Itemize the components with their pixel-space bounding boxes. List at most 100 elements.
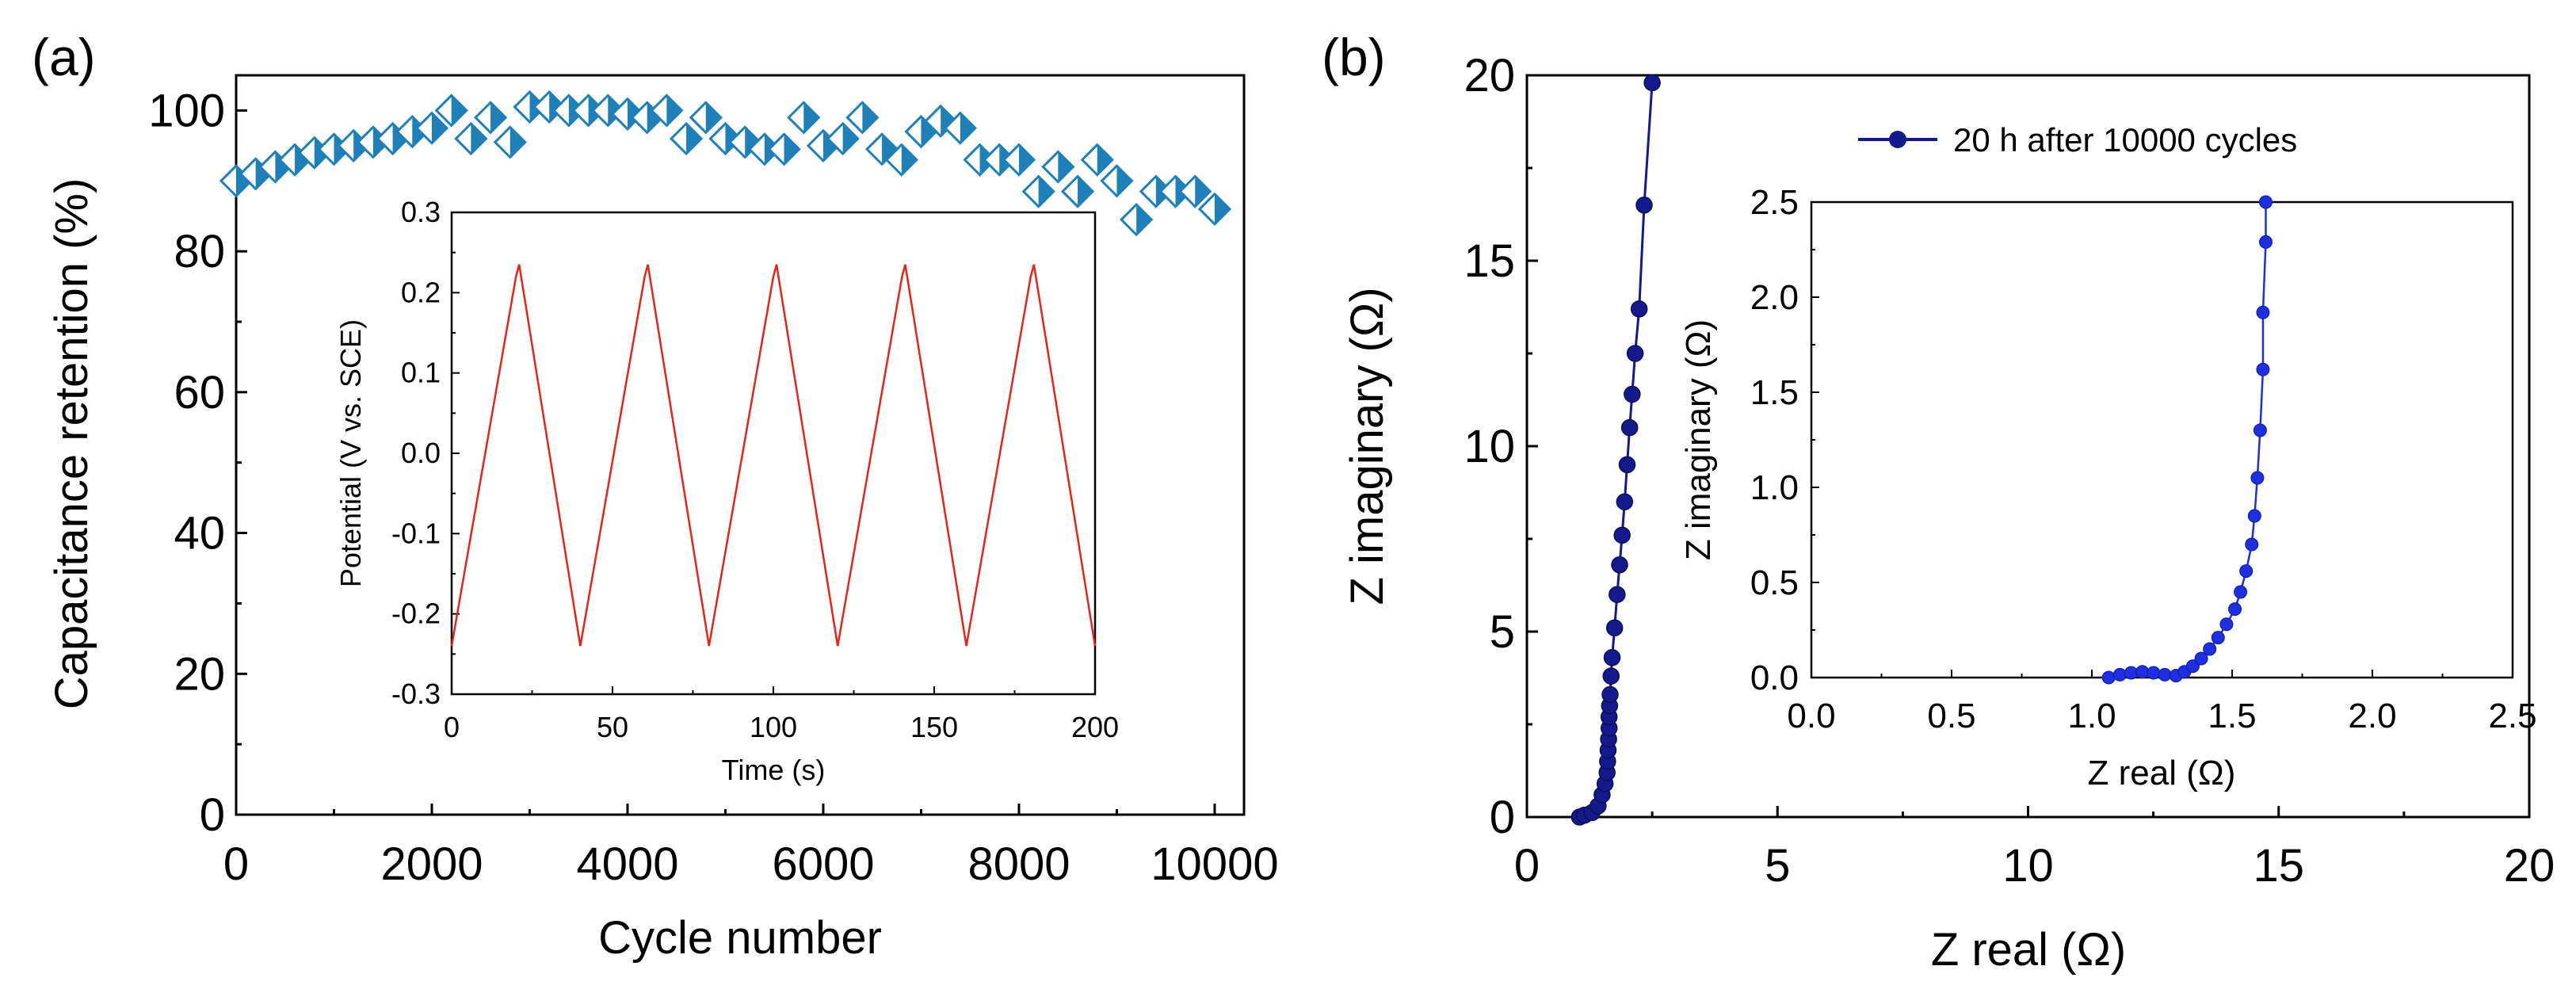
a-y-tick-label: 60	[174, 367, 225, 418]
retention-point	[1120, 203, 1154, 237]
bi-x-tick-label: 0.5	[1927, 697, 1975, 735]
panel-b-label: (b)	[1322, 28, 1386, 86]
a-inset-y-axis-label: Potential (V vs. SCE)	[334, 319, 367, 587]
nyquist-point	[1630, 300, 1648, 318]
bi-x-tick-label: 1.0	[2067, 697, 2116, 735]
inset-nyquist-point	[2256, 305, 2270, 319]
a-inset-axis-ticks	[451, 212, 1096, 695]
retention-point	[454, 121, 488, 156]
bi-x-tick-label: 2.5	[2488, 697, 2536, 735]
a-y-tick-label: 100	[148, 85, 225, 136]
panel-a-inset: 0 50 100 150 200 -0.3 -0.2 -0.1 0.0 0.1 …	[334, 196, 1119, 786]
retention-point	[1041, 150, 1075, 184]
nyquist-point	[1613, 526, 1631, 544]
panel-b-nyquist-series	[1570, 74, 1661, 826]
retention-point	[1178, 174, 1212, 208]
ai-x-tick-label: 150	[910, 711, 958, 743]
bi-y-tick-label: 0.5	[1750, 563, 1799, 602]
diamond-half-fill	[471, 123, 487, 154]
a-inset-x-axis-label: Time (s)	[722, 754, 826, 786]
inset-nyquist-point	[2250, 471, 2265, 485]
panel-b-x-tick-labels: 0 5 10 15 20	[1514, 840, 2555, 892]
nyquist-point	[1618, 456, 1636, 474]
b-inset-y-tick-labels: 0.0 0.5 1.0 1.5 2.0 2.5	[1750, 183, 1799, 697]
retention-point	[1002, 143, 1036, 177]
nyquist-point	[1620, 418, 1639, 437]
a-x-tick-label: 2000	[380, 838, 483, 890]
a-x-tick-label: 4000	[576, 838, 678, 890]
ai-x-tick-label: 200	[1071, 711, 1119, 743]
bi-y-tick-label: 0.0	[1750, 659, 1799, 697]
diamond-half-fill	[490, 102, 506, 133]
nyquist-point	[1635, 197, 1653, 214]
b-inset-axis-ticks	[1811, 201, 2513, 678]
b-inset-nyquist-series	[2101, 195, 2273, 685]
inset-nyquist-point	[2258, 235, 2273, 249]
diamond-half-fill	[1058, 151, 1074, 182]
b-inset-frame	[1810, 200, 2514, 679]
diamond-half-fill	[803, 102, 819, 133]
ai-x-tick-label: 100	[750, 711, 797, 743]
diamond-half-fill	[1214, 193, 1230, 224]
inset-nyquist-point	[2228, 602, 2242, 617]
ai-y-tick-label: 0.3	[401, 196, 441, 228]
inset-nyquist-point	[2239, 564, 2254, 579]
inset-nyquist-point	[2234, 585, 2248, 599]
retention-point	[943, 111, 977, 145]
panel-b: (b) 0 5 10 15 20 0 5 10 15 20 Z real (Ω)…	[1322, 28, 2555, 976]
diamond-half-fill	[1038, 176, 1054, 207]
diamond-half-fill	[686, 123, 702, 154]
diamond-half-fill	[862, 102, 878, 133]
nyquist-point	[1624, 385, 1641, 403]
diamond-half-fill	[431, 113, 447, 143]
retention-point	[826, 121, 860, 156]
panel-b-y-tick-labels: 0 5 10 15 20	[1464, 50, 1515, 843]
inset-nyquist-point	[2112, 667, 2127, 682]
a-x-tick-label: 8000	[967, 838, 1070, 890]
nyquist-point	[1626, 345, 1644, 362]
retention-point	[689, 101, 723, 135]
b-inset-x-tick-labels: 0.0 0.5 1.0 1.5 2.0 2.5	[1787, 697, 2536, 735]
inset-nyquist-point	[2147, 666, 2161, 680]
inset-nyquist-point	[2203, 642, 2217, 656]
b-x-tick-label: 0	[1514, 840, 1540, 892]
nyquist-point	[1611, 556, 1628, 574]
nyquist-point	[1602, 667, 1620, 685]
nyquist-point	[1605, 619, 1624, 637]
diamond-half-fill	[784, 134, 800, 165]
b-y-tick-label: 0	[1490, 792, 1515, 843]
panel-a: (a) 0 2000 4000 6000 8000 10000 0 20 40 …	[32, 28, 1279, 964]
diamond-half-fill	[1136, 204, 1152, 235]
diamond-half-fill	[901, 144, 917, 175]
bi-x-tick-label: 1.5	[2208, 697, 2256, 735]
inset-nyquist-point	[2135, 665, 2150, 679]
b-x-axis-label: Z real (Ω)	[1931, 924, 2126, 976]
a-inset-x-tick-labels: 0 50 100 150 200	[444, 711, 1119, 743]
panel-b-axis-ticks	[1525, 74, 2531, 819]
a-x-axis-label: Cycle number	[598, 912, 882, 964]
panel-a-retention-series	[219, 90, 1232, 237]
diamond-half-fill	[1116, 166, 1132, 197]
b-y-tick-label: 5	[1490, 606, 1515, 658]
nyquist-point	[1603, 649, 1621, 666]
diamond-half-fill	[666, 95, 682, 126]
ai-y-tick-label: -0.3	[391, 678, 441, 710]
retention-point	[650, 94, 684, 128]
diamond-half-fill	[1078, 176, 1093, 207]
nyquist-point	[1601, 685, 1619, 704]
ai-y-tick-label: -0.2	[391, 598, 441, 630]
a-y-tick-label: 40	[174, 508, 225, 559]
ai-x-tick-label: 0	[444, 711, 460, 743]
b-legend-marker	[1889, 131, 1906, 148]
diamond-half-fill	[1097, 144, 1112, 175]
b-y-tick-label: 20	[1464, 50, 1515, 101]
b-y-tick-label: 15	[1464, 235, 1515, 287]
panel-a-x-tick-labels: 0 2000 4000 6000 8000 10000	[223, 838, 1279, 890]
inset-nyquist-point	[2245, 537, 2259, 552]
inset-nyquist-point	[2247, 509, 2261, 523]
nyquist-point	[1609, 586, 1626, 603]
diamond-half-fill	[705, 102, 721, 133]
inset-nyquist-point	[2258, 195, 2273, 209]
ai-y-tick-label: 0.1	[401, 357, 441, 389]
